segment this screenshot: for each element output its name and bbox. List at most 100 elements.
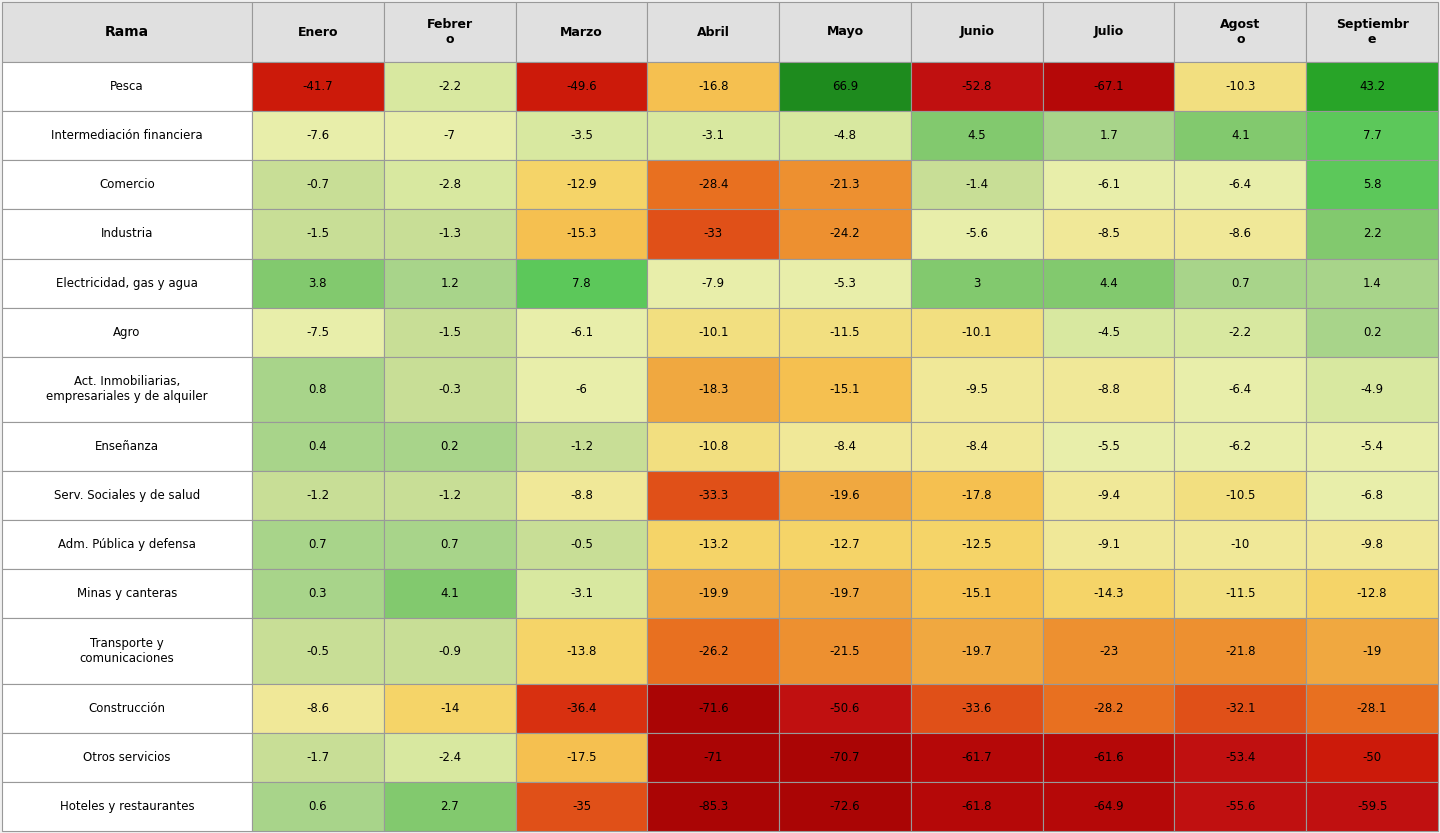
Text: -67.1: -67.1 [1093,80,1123,93]
Bar [384,520,516,569]
Text: -36.4: -36.4 [566,701,596,715]
Bar [648,520,779,569]
Bar [1043,618,1175,684]
Bar [1043,733,1175,782]
Text: -32.1: -32.1 [1225,701,1256,715]
Text: -28.4: -28.4 [698,178,729,192]
Text: -3.1: -3.1 [701,129,724,142]
Text: -3.5: -3.5 [570,129,593,142]
Bar [648,258,779,307]
Bar [252,520,384,569]
Text: 2.2: 2.2 [1362,227,1381,241]
Text: -1.3: -1.3 [438,227,461,241]
Bar [1,684,252,733]
Text: -7.6: -7.6 [307,129,330,142]
Bar [1306,307,1439,357]
Bar [1306,209,1439,258]
Text: 43.2: 43.2 [1359,80,1385,93]
Text: 2.7: 2.7 [441,800,459,813]
Text: -19.7: -19.7 [829,587,860,601]
Bar [1,782,252,831]
Text: -53.4: -53.4 [1225,751,1256,764]
Text: -10.5: -10.5 [1225,489,1256,502]
Text: 4.1: 4.1 [441,587,459,601]
Bar [1043,684,1175,733]
Bar [516,422,648,471]
Bar [648,62,779,111]
Text: -50: -50 [1362,751,1381,764]
Bar [252,209,384,258]
Bar [1175,782,1306,831]
Text: 0.4: 0.4 [308,440,327,453]
Text: -0.9: -0.9 [438,645,461,657]
Bar [252,357,384,422]
Bar [1175,618,1306,684]
Text: -12.5: -12.5 [962,538,992,551]
Text: Construcción: Construcción [88,701,166,715]
Bar [779,782,912,831]
Text: -21.5: -21.5 [829,645,860,657]
Bar [779,569,912,618]
Bar [252,62,384,111]
Text: -12.9: -12.9 [566,178,596,192]
Bar [516,618,648,684]
Text: -1.5: -1.5 [438,326,461,339]
Text: -13.8: -13.8 [566,645,596,657]
Text: -71.6: -71.6 [698,701,729,715]
Text: -10.3: -10.3 [1225,80,1256,93]
Text: -12.7: -12.7 [829,538,860,551]
Bar [1306,357,1439,422]
Bar [1175,111,1306,160]
Text: -9.5: -9.5 [965,383,988,396]
Bar [1,258,252,307]
Text: -1.5: -1.5 [307,227,330,241]
Text: -9.4: -9.4 [1097,489,1120,502]
Text: -64.9: -64.9 [1093,800,1123,813]
Text: -1.2: -1.2 [438,489,461,502]
Bar [779,209,912,258]
Bar [779,258,912,307]
Bar [1306,111,1439,160]
Bar [384,2,516,62]
Bar [516,62,648,111]
Text: Septiembr
e: Septiembr e [1336,18,1408,46]
Text: -6.1: -6.1 [570,326,593,339]
Text: -24.2: -24.2 [829,227,860,241]
Bar [1306,618,1439,684]
Text: Adm. Pública y defensa: Adm. Pública y defensa [58,538,196,551]
Bar [252,684,384,733]
Text: Marzo: Marzo [560,26,603,38]
Text: -8.6: -8.6 [1228,227,1251,241]
Text: -26.2: -26.2 [698,645,729,657]
Bar [1306,422,1439,471]
Text: -1.2: -1.2 [570,440,593,453]
Text: -8.8: -8.8 [570,489,593,502]
Bar [648,782,779,831]
Bar [252,111,384,160]
Bar [912,618,1043,684]
Bar [516,520,648,569]
Bar [1043,520,1175,569]
Bar [516,471,648,520]
Text: -4.5: -4.5 [1097,326,1120,339]
Text: -4.8: -4.8 [834,129,857,142]
Text: -19.6: -19.6 [829,489,860,502]
Bar [912,684,1043,733]
Bar [1306,733,1439,782]
Text: Julio: Julio [1093,26,1123,38]
Bar [912,2,1043,62]
Text: -0.3: -0.3 [438,383,461,396]
Bar [779,471,912,520]
Text: -18.3: -18.3 [698,383,729,396]
Text: -21.8: -21.8 [1225,645,1256,657]
Bar [516,111,648,160]
Text: -6.2: -6.2 [1228,440,1251,453]
Bar [648,733,779,782]
Bar [1306,684,1439,733]
Bar [779,111,912,160]
Bar [1,520,252,569]
Bar [1175,62,1306,111]
Bar [912,160,1043,209]
Bar [1175,160,1306,209]
Bar [516,160,648,209]
